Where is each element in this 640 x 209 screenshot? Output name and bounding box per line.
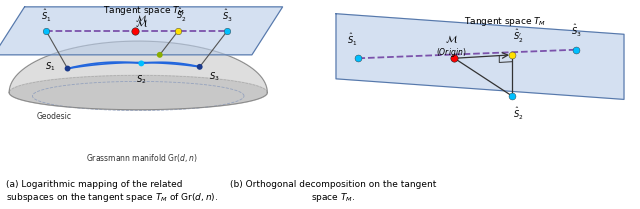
Text: $\mathcal{M}$: $\mathcal{M}$ bbox=[135, 17, 148, 29]
Point bbox=[136, 62, 147, 65]
Polygon shape bbox=[9, 75, 268, 110]
Point bbox=[173, 29, 183, 33]
Point bbox=[130, 29, 140, 33]
Point bbox=[155, 53, 165, 56]
Text: $\hat{S}_3$: $\hat{S}_3$ bbox=[571, 23, 581, 40]
Text: $S_1$: $S_1$ bbox=[45, 61, 55, 73]
Polygon shape bbox=[9, 41, 268, 93]
Text: $\mathcal{M}$: $\mathcal{M}$ bbox=[445, 33, 458, 45]
Text: $\hat{S}_2'$: $\hat{S}_2'$ bbox=[176, 7, 186, 24]
Text: $\hat{S}_2$: $\hat{S}_2$ bbox=[513, 106, 524, 122]
Text: $\hat{S}_1$: $\hat{S}_1$ bbox=[41, 8, 51, 24]
Text: $\hat{S}_2'$: $\hat{S}_2'$ bbox=[513, 28, 524, 45]
Text: (b) Orthogonal decomposition on the tangent
space $T_M$.: (b) Orthogonal decomposition on the tang… bbox=[230, 180, 436, 204]
Text: $(Origin)$: $(Origin)$ bbox=[436, 46, 467, 59]
Text: Tangent space $T_M$: Tangent space $T_M$ bbox=[465, 15, 547, 28]
Text: $S_2$: $S_2$ bbox=[136, 74, 147, 86]
Point bbox=[41, 29, 51, 33]
Point bbox=[63, 67, 73, 70]
Point bbox=[195, 65, 205, 69]
Polygon shape bbox=[9, 41, 268, 93]
Text: Geodesic: Geodesic bbox=[37, 112, 72, 121]
Point bbox=[449, 57, 460, 60]
Polygon shape bbox=[9, 75, 268, 110]
Point bbox=[222, 29, 232, 33]
Text: $\hat{S}_3$: $\hat{S}_3$ bbox=[222, 8, 233, 24]
Text: Tangent space $T_M$: Tangent space $T_M$ bbox=[103, 4, 186, 17]
Text: Grassmann manifold $\mathrm{Gr}(d, n)$: Grassmann manifold $\mathrm{Gr}(d, n)$ bbox=[86, 152, 197, 164]
Polygon shape bbox=[336, 14, 624, 99]
Point bbox=[507, 53, 517, 56]
Text: (a) Logarithmic mapping of the related
subspaces on the tangent space $T_M$ of $: (a) Logarithmic mapping of the related s… bbox=[6, 180, 219, 204]
Polygon shape bbox=[0, 7, 283, 55]
Text: $\mathcal{M}$: $\mathcal{M}$ bbox=[135, 13, 147, 24]
Point bbox=[507, 94, 517, 98]
Point bbox=[353, 57, 364, 60]
Text: $\hat{S}_1$: $\hat{S}_1$ bbox=[347, 32, 357, 48]
Point bbox=[571, 48, 581, 51]
Text: $S_3$: $S_3$ bbox=[209, 70, 220, 83]
